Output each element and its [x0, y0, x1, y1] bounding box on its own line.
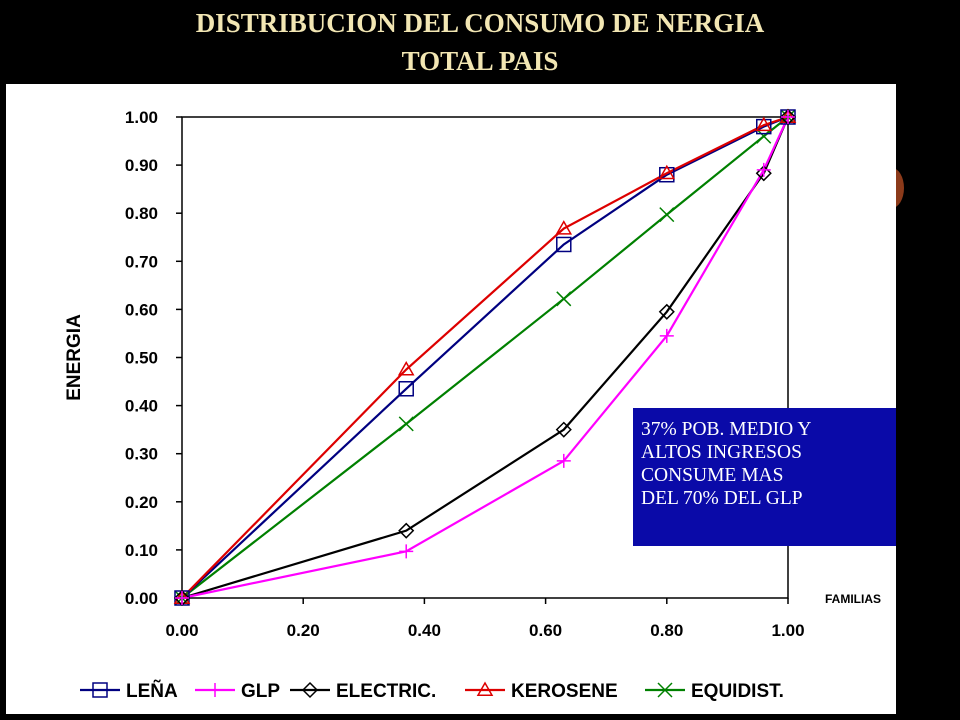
y-tick-label: 0.60 — [125, 300, 158, 319]
y-tick-label: 0.10 — [125, 541, 158, 560]
y-tick-label: 0.70 — [125, 252, 158, 271]
y-tick-label: 0.00 — [125, 589, 158, 608]
x-tick-label: 0.20 — [287, 621, 320, 640]
legend-label: EQUIDIST. — [691, 681, 784, 702]
y-tick-label: 0.20 — [125, 493, 158, 512]
data-point — [659, 328, 674, 343]
annotation-line-4: DEL 70% DEL GLP — [641, 488, 803, 509]
x-axis-label: FAMILIAS — [825, 592, 881, 606]
series-line-glp — [181, 116, 790, 600]
x-tick-label: 0.40 — [408, 621, 441, 640]
data-point — [397, 361, 415, 376]
y-axis-label: ENERGIA — [64, 314, 85, 401]
annotation-line-2: ALTOS INGRESOS — [641, 442, 802, 463]
legend-label: GLP — [241, 681, 280, 702]
data-point — [398, 381, 414, 397]
data-point — [556, 236, 572, 253]
data-point — [175, 591, 189, 605]
data-point — [556, 291, 572, 307]
data-point — [756, 128, 772, 144]
annotation-line-3: CONSUME MAS — [641, 465, 784, 486]
data-point — [755, 165, 772, 182]
data-point — [398, 522, 415, 539]
chart-panel — [6, 84, 896, 714]
data-point — [755, 116, 773, 132]
legend-label: LEÑA — [126, 680, 178, 702]
y-tick-label: 0.80 — [125, 204, 158, 223]
annotation-line-1: 37% POB. MEDIO Y — [641, 419, 812, 440]
series-line-electric — [181, 116, 790, 600]
y-tick-label: 0.50 — [125, 349, 158, 368]
x-tick-label: 0.80 — [650, 621, 683, 640]
data-point — [556, 453, 571, 468]
legend-marker — [301, 681, 319, 699]
data-point — [398, 416, 414, 432]
data-point — [555, 220, 573, 235]
y-tick-label: 0.90 — [125, 156, 158, 175]
annotation-box: 37% POB. MEDIO Y ALTOS INGRESOS CONSUME … — [633, 408, 896, 546]
data-point — [781, 110, 795, 124]
x-tick-label: 0.60 — [529, 621, 562, 640]
data-point — [658, 303, 675, 320]
data-point — [555, 421, 572, 438]
x-tick-label: 1.00 — [771, 621, 804, 640]
legend-marker — [208, 683, 222, 697]
y-tick-label: 0.40 — [125, 397, 158, 416]
legend-marker — [657, 682, 673, 698]
legend-marker — [92, 682, 108, 698]
data-point — [658, 164, 676, 180]
data-point — [659, 207, 675, 223]
data-point — [399, 544, 414, 559]
y-tick-label: 0.30 — [125, 445, 158, 464]
title-line-1: DISTRIBUCION DEL CONSUMO DE NERGIA — [195, 8, 765, 38]
title-line-2: TOTAL PAIS — [401, 46, 559, 76]
legend-label: KEROSENE — [511, 681, 618, 702]
legend-label: ELECTRIC. — [336, 681, 436, 702]
x-tick-label: 0.00 — [165, 621, 198, 640]
legend-marker — [476, 681, 494, 696]
data-point — [756, 162, 771, 177]
y-tick-label: 1.00 — [125, 108, 158, 127]
